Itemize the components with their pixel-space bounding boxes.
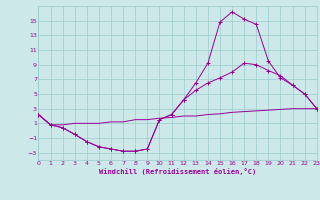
- X-axis label: Windchill (Refroidissement éolien,°C): Windchill (Refroidissement éolien,°C): [99, 168, 256, 175]
